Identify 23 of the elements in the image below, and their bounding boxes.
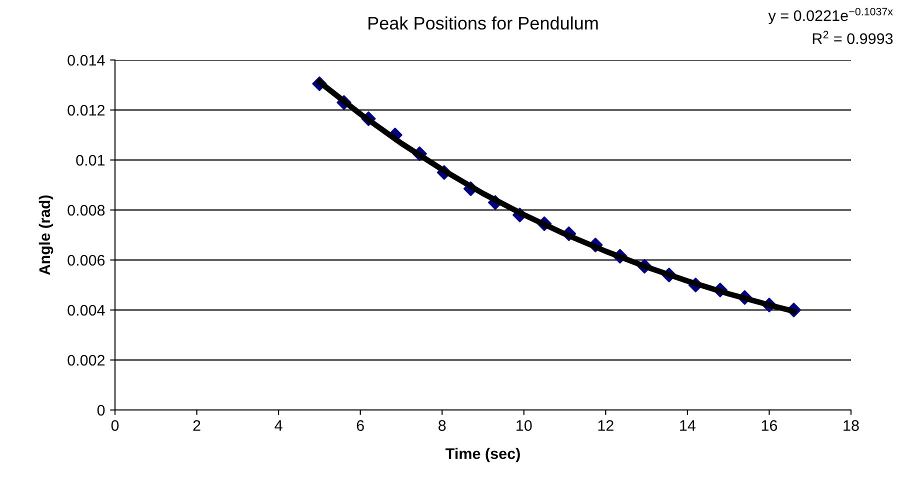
x-tick-label: 18 [844,420,859,431]
y-tick-label: 0.014 [68,54,105,66]
chart-title: Peak Positions for Pendulum [368,16,598,30]
text: y = 0.0221e$^{−0.1037x}$ [768,8,893,24]
y-tick-label: 0 [97,404,105,416]
x-tick-label: 4 [274,420,282,431]
x-tick-label: 16 [762,420,778,431]
x-tick-label: 6 [356,420,364,431]
x-tick-label: 2 [193,420,200,431]
x-tick-label: 12 [598,420,614,431]
y-tick-label: 0.012 [68,104,105,116]
y-tick-label: 0.008 [68,204,105,216]
y-axis-title: Angle (rad) [38,195,54,275]
x-tick-label: 8 [438,420,446,431]
text: R$^{2}$ = 0.9993 [812,30,893,44]
y-tick-label: 0.002 [68,354,105,366]
y-tick-label: 0.006 [68,254,105,266]
x-axis-title: Time (sec) [446,448,520,462]
y-tick-label: 0.01 [76,154,105,166]
y-tick-label: 0.004 [68,304,105,316]
x-tick-label: 10 [516,420,532,431]
x-tick-label: 0 [111,420,119,431]
x-tick-label: 14 [680,420,696,431]
